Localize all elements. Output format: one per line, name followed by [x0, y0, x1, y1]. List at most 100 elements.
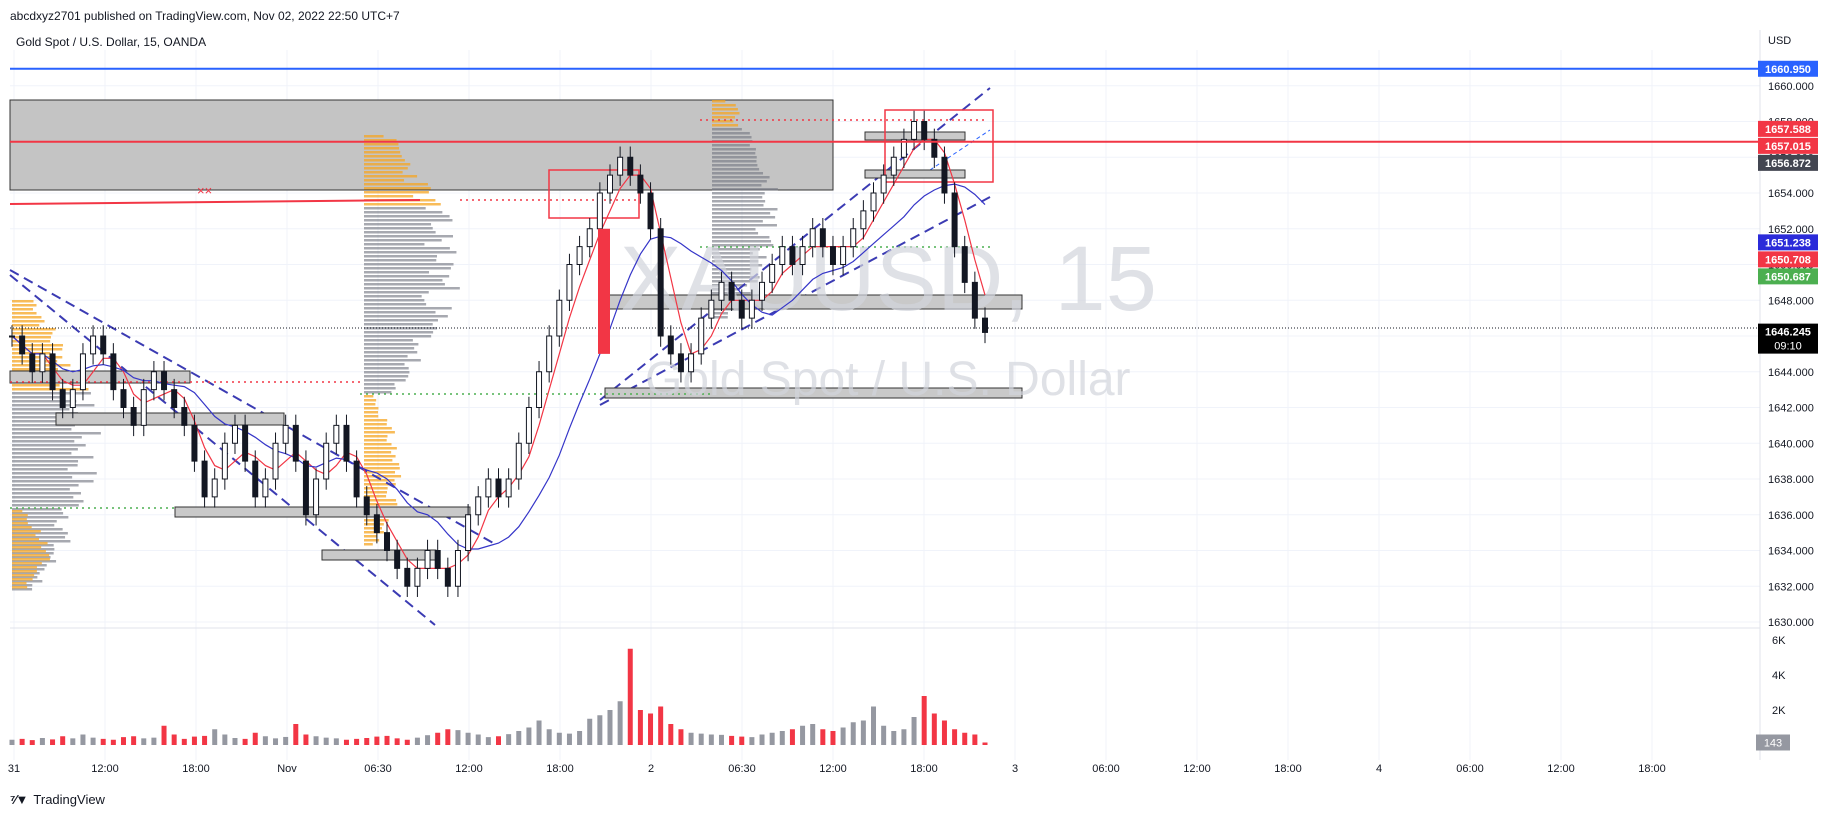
- price-tick-label: 1660.000: [1768, 81, 1814, 93]
- profile-bar: [12, 408, 70, 411]
- profile-bar: [364, 191, 429, 194]
- profile-bar: [12, 452, 72, 455]
- profile-bar: [364, 431, 395, 434]
- candle-body: [373, 514, 380, 534]
- price-label-badge: [1758, 268, 1818, 285]
- price-label-badge: [1758, 154, 1818, 171]
- profile-bar: [712, 144, 750, 147]
- profile-bar: [364, 367, 409, 370]
- profile-bar: [712, 224, 777, 227]
- profile-bar: [712, 112, 740, 115]
- profile-bar: [364, 483, 396, 486]
- price-tick-label: 1648.000: [1768, 295, 1814, 307]
- candle-body: [414, 567, 421, 587]
- profile-bar: [364, 175, 418, 178]
- profile-bar: [12, 384, 60, 387]
- profile-bar: [364, 195, 414, 198]
- volume-bar: [587, 718, 593, 745]
- profile-bar: [364, 535, 378, 538]
- profile-bar: [364, 451, 392, 454]
- volume-bar: [141, 738, 147, 745]
- time-tick-label: 18:00: [910, 763, 938, 775]
- profile-bar: [364, 419, 388, 422]
- profile-bar: [712, 108, 738, 111]
- volume-bar: [465, 732, 471, 745]
- red-level-line: [9, 199, 421, 205]
- profile-bar: [12, 420, 89, 423]
- candle-body: [69, 389, 76, 408]
- x-marker: ××: [197, 183, 212, 198]
- candle-body: [799, 246, 806, 265]
- volume-bar: [546, 729, 552, 745]
- price-tick-label: 1652.000: [1768, 224, 1814, 236]
- profile-bar: [712, 240, 772, 243]
- volume-bar: [333, 738, 339, 745]
- profile-bar: [712, 152, 756, 155]
- profile-bar: [12, 508, 62, 511]
- price-series: [9, 110, 988, 597]
- profile-bar: [712, 264, 763, 267]
- currency-label: USD: [1768, 35, 1791, 47]
- symbol-title: Gold Spot / U.S. Dollar, 15, OANDA: [16, 35, 207, 49]
- profile-bar: [12, 586, 28, 589]
- candle-body: [738, 299, 745, 319]
- volume-bar: [921, 696, 927, 745]
- volume-bar: [779, 731, 785, 745]
- price-tick-label: 1630.000: [1768, 617, 1814, 629]
- profile-bar: [364, 491, 388, 494]
- candle-body: [201, 460, 208, 498]
- profile-bar: [364, 331, 434, 334]
- profile-bar: [12, 320, 45, 323]
- price-label-badge: [1758, 120, 1818, 137]
- candle-body: [231, 424, 238, 444]
- candle-body: [637, 174, 644, 194]
- profile-bar: [364, 347, 415, 350]
- profile-bar: [712, 188, 778, 191]
- profile-bar: [12, 400, 77, 403]
- profile-bar: [12, 540, 71, 543]
- volume-bar: [485, 737, 491, 745]
- candle-body: [677, 353, 684, 373]
- volume-bar: [161, 725, 167, 745]
- candle-body: [617, 156, 624, 176]
- volume-bar: [374, 736, 380, 745]
- profile-bar: [12, 432, 101, 435]
- volume-bar: [617, 701, 623, 745]
- candle-body: [819, 228, 826, 248]
- volume-bar: [789, 729, 795, 745]
- profile-bar: [364, 471, 396, 474]
- time-tick-label: 18:00: [1274, 763, 1302, 775]
- profile-bar: [12, 580, 43, 583]
- profile-bar: [712, 192, 765, 195]
- volume-bar: [313, 736, 319, 745]
- profile-bar: [364, 343, 419, 346]
- profile-bar: [364, 411, 379, 414]
- volume-bar: [769, 732, 775, 745]
- profile-bar: [12, 536, 66, 539]
- price-label-text: 1650.708: [1765, 254, 1811, 266]
- profile-bar: [712, 120, 734, 123]
- profile-bar: [12, 348, 63, 351]
- volume-bar: [698, 733, 704, 745]
- profile-bar: [364, 259, 437, 262]
- red-boxes: [548, 109, 994, 219]
- profile-bar: [12, 564, 47, 567]
- profile-bar: [12, 404, 95, 407]
- profile-bar: [12, 460, 79, 463]
- candle-body: [921, 121, 928, 140]
- profile-bar: [364, 407, 379, 410]
- profile-bar: [364, 179, 405, 182]
- price-tick-label: 1642.000: [1768, 403, 1814, 415]
- candle-body: [951, 192, 958, 248]
- price-label-text: 1646.245: [1765, 327, 1811, 339]
- volume-bar: [343, 739, 349, 745]
- volume-bar: [39, 738, 45, 745]
- profile-bar: [364, 371, 410, 374]
- candle-body: [890, 156, 897, 176]
- volume-bar: [972, 734, 978, 745]
- candle-body: [79, 353, 86, 391]
- time-axis[interactable]: 31 12:00 18:00 Nov 06:30 12:00 18:00 2 06:30 12:0…: [8, 763, 1666, 775]
- profile-bar: [12, 456, 94, 459]
- profile-bar: [364, 339, 413, 342]
